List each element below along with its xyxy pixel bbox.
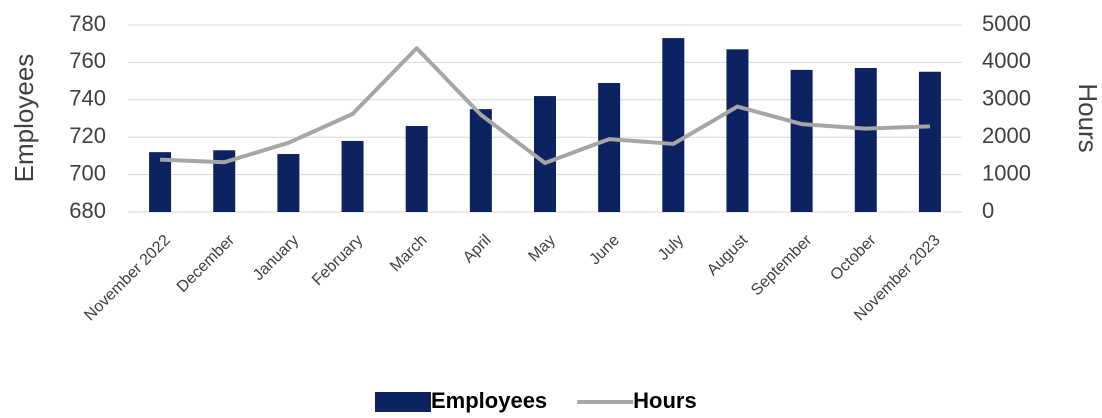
line xyxy=(159,46,930,166)
legend-swatch xyxy=(375,392,431,412)
legend-label: Employees xyxy=(431,388,547,413)
y2-tick-label: 3000 xyxy=(982,86,1031,111)
bar xyxy=(405,125,428,212)
x-tick-label: March xyxy=(387,232,430,275)
y2-tick-label: 5000 xyxy=(982,11,1031,36)
y-tick-label: 720 xyxy=(69,123,106,148)
y-tick-label: 700 xyxy=(69,160,106,185)
x-tick-label: January xyxy=(250,232,302,284)
bar xyxy=(854,68,877,212)
bar xyxy=(213,150,236,212)
y-tick-label: 740 xyxy=(69,86,106,111)
bar xyxy=(662,38,685,213)
bar xyxy=(918,71,941,212)
bar xyxy=(790,69,813,212)
x-tick-label: November 2022 xyxy=(81,232,174,325)
x-tick-label: October xyxy=(827,231,880,284)
y2-tick-label: 1000 xyxy=(982,160,1031,185)
bar xyxy=(534,96,556,212)
x-tick-label: May xyxy=(525,232,558,265)
bar xyxy=(341,140,364,212)
x-tick-label: August xyxy=(704,231,752,279)
y-tick-label: 780 xyxy=(69,11,106,36)
bar xyxy=(726,49,749,213)
x-tick-label: February xyxy=(309,232,366,289)
y2-tick-label: 4000 xyxy=(982,48,1031,73)
y2-tick-label: 2000 xyxy=(982,123,1031,148)
bar xyxy=(277,154,300,212)
legend-label: Hours xyxy=(633,388,697,413)
y-axis-title: Employees xyxy=(9,54,39,183)
bar xyxy=(149,152,172,212)
bar xyxy=(469,109,492,212)
x-tick-label: June xyxy=(586,232,623,269)
bar xyxy=(598,82,621,212)
x-tick-label: April xyxy=(460,232,495,267)
x-tick-label: December xyxy=(174,231,239,296)
y-tick-label: 760 xyxy=(69,48,106,73)
y-tick-label: 680 xyxy=(69,198,106,223)
y2-tick-label: 0 xyxy=(982,198,994,223)
x-tick-label: September xyxy=(748,231,816,299)
y2-axis-title: Hours xyxy=(1073,83,1102,152)
x-tick-label: July xyxy=(655,232,687,264)
